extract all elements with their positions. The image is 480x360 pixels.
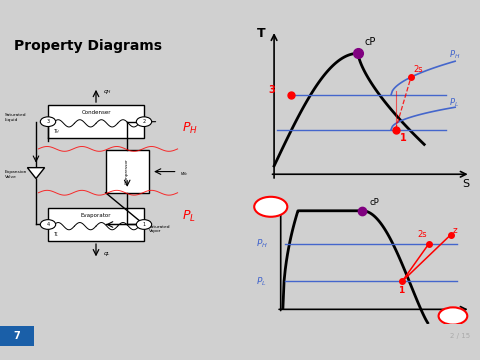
- Text: $P_H$: $P_H$: [448, 49, 460, 62]
- FancyBboxPatch shape: [48, 208, 144, 241]
- Text: Evaporator: Evaporator: [81, 213, 111, 218]
- Text: $q_H$: $q_H$: [103, 88, 112, 96]
- Text: Condenser: Condenser: [81, 110, 111, 115]
- Text: 3: 3: [269, 85, 276, 95]
- Text: T: T: [256, 27, 265, 40]
- Circle shape: [439, 307, 468, 325]
- FancyBboxPatch shape: [48, 105, 144, 138]
- Text: $P_H$: $P_H$: [256, 238, 268, 250]
- Text: 1: 1: [400, 133, 407, 143]
- Text: $P_L$: $P_L$: [448, 96, 458, 109]
- Text: $q_L$: $q_L$: [103, 250, 111, 258]
- Circle shape: [40, 220, 56, 229]
- Text: 2 / 15: 2 / 15: [450, 333, 470, 339]
- Text: p: p: [267, 202, 275, 212]
- Text: 1: 1: [398, 286, 404, 295]
- Text: cP: cP: [369, 198, 379, 207]
- Text: $T_H$: $T_H$: [53, 127, 60, 136]
- Polygon shape: [27, 168, 45, 179]
- Text: Saturated
Vapor: Saturated Vapor: [149, 225, 170, 234]
- Text: 2s: 2s: [418, 230, 427, 239]
- Text: cP: cP: [365, 37, 376, 47]
- Bar: [0, 326, 34, 346]
- Text: $P_L$: $P_L$: [182, 209, 196, 224]
- Text: Property Diagrams: Property Diagrams: [14, 39, 162, 53]
- Text: S: S: [462, 180, 469, 189]
- Text: h: h: [450, 311, 456, 321]
- Text: Expansion
Valve: Expansion Valve: [5, 170, 27, 179]
- Text: 2: 2: [143, 119, 145, 124]
- Circle shape: [40, 117, 56, 126]
- Circle shape: [136, 220, 152, 229]
- Text: $w_c$: $w_c$: [180, 170, 189, 177]
- Text: 1: 1: [143, 222, 145, 227]
- FancyBboxPatch shape: [106, 150, 149, 193]
- Text: $T_L$: $T_L$: [53, 230, 60, 239]
- Circle shape: [136, 117, 152, 126]
- Text: $P_L$: $P_L$: [256, 275, 267, 288]
- Text: 7: 7: [13, 331, 20, 341]
- Circle shape: [254, 197, 288, 217]
- Text: 3: 3: [47, 119, 49, 124]
- Text: Saturated
Liquid: Saturated Liquid: [5, 113, 26, 122]
- Text: 2s: 2s: [413, 65, 423, 74]
- Text: 4: 4: [47, 222, 49, 227]
- Text: $P_H$: $P_H$: [182, 121, 198, 136]
- Text: z: z: [453, 226, 457, 235]
- Text: Compressor: Compressor: [125, 159, 129, 184]
